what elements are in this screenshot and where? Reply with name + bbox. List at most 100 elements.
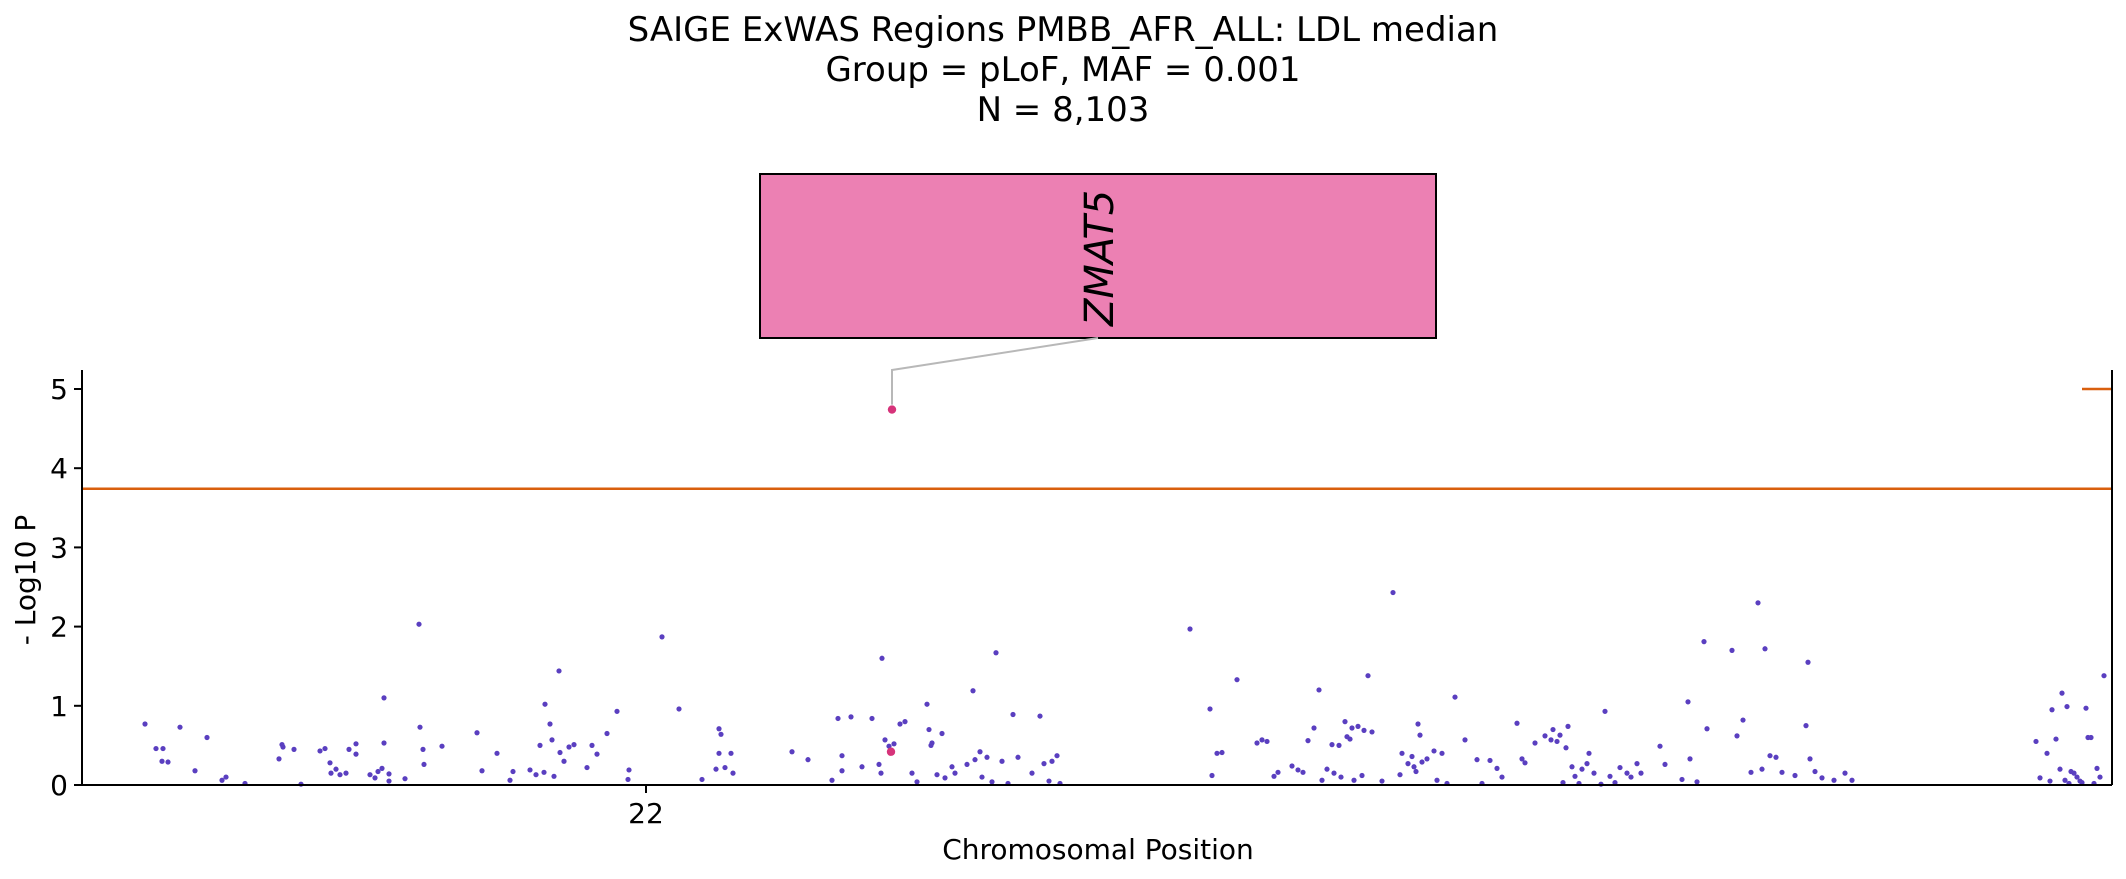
data-point — [1324, 766, 1330, 772]
data-point — [805, 757, 811, 763]
data-point — [1474, 757, 1480, 763]
data-point — [926, 726, 932, 733]
data-point — [1275, 769, 1281, 775]
data-point — [699, 776, 705, 783]
data-point — [1431, 748, 1437, 754]
data-point — [713, 766, 719, 772]
data-point — [1617, 764, 1623, 771]
data-point — [949, 764, 955, 770]
data-point — [386, 778, 392, 784]
data-point — [219, 777, 225, 783]
data-point — [1612, 780, 1618, 786]
data-point — [614, 708, 620, 714]
data-point — [1607, 773, 1613, 779]
data-point — [1010, 711, 1016, 718]
data-point — [533, 772, 539, 778]
data-point — [1254, 740, 1260, 746]
data-point — [1041, 761, 1047, 767]
highlight-point — [887, 405, 897, 414]
data-point — [2053, 736, 2059, 742]
data-point — [1319, 777, 1325, 783]
data-point — [1657, 743, 1663, 749]
data-point — [276, 756, 282, 762]
x-tick-label: 22 — [628, 797, 664, 830]
data-point — [2088, 734, 2094, 741]
gene-label-box — [759, 173, 1437, 339]
data-point — [1591, 770, 1597, 776]
data-point — [1234, 677, 1240, 683]
data-point — [1812, 768, 1818, 775]
data-point — [159, 758, 165, 764]
y-tick-label: 4 — [50, 452, 68, 485]
data-point — [989, 779, 995, 785]
data-point — [972, 757, 978, 763]
data-point — [999, 758, 1005, 764]
data-point — [839, 753, 845, 759]
data-point — [1694, 779, 1700, 785]
plot-area: 0 1 2 3 4 5 22 — [50, 370, 2113, 830]
data-point — [1734, 733, 1740, 739]
data-point — [1359, 772, 1365, 779]
data-point — [2094, 765, 2100, 771]
data-point — [2079, 780, 2085, 786]
data-point — [993, 650, 999, 656]
data-point — [353, 751, 359, 757]
data-point — [386, 771, 392, 777]
gene-label: ZMAT5 — [1077, 190, 1123, 327]
y-tick-label: 2 — [50, 611, 68, 644]
data-point — [1584, 761, 1590, 767]
data-point — [626, 767, 632, 773]
data-point — [1624, 770, 1630, 776]
data-point — [1264, 738, 1270, 745]
data-point — [416, 621, 422, 627]
data-point — [542, 701, 548, 707]
data-point — [556, 668, 562, 674]
data-point — [984, 754, 990, 760]
data-point — [1586, 750, 1592, 756]
data-point — [1565, 723, 1571, 729]
data-point — [1519, 756, 1525, 762]
data-point — [192, 768, 198, 774]
data-point — [1271, 773, 1277, 779]
data-point — [333, 766, 339, 772]
data-point — [1289, 763, 1295, 769]
data-point — [494, 750, 500, 756]
data-point — [1685, 699, 1691, 705]
data-point — [928, 742, 934, 749]
data-point — [1349, 725, 1355, 731]
data-point — [718, 731, 724, 737]
data-point — [1729, 647, 1735, 653]
data-point — [2101, 673, 2107, 679]
data-point — [2037, 775, 2043, 781]
data-point — [223, 774, 229, 780]
data-point — [1849, 777, 1855, 783]
data-point — [280, 744, 286, 750]
data-point — [1792, 772, 1798, 779]
data-point — [1554, 738, 1560, 745]
data-point — [421, 761, 427, 768]
data-point — [2047, 778, 2053, 784]
data-point — [2083, 705, 2089, 711]
data-point — [474, 730, 480, 736]
data-point — [869, 715, 875, 722]
data-point — [2071, 770, 2077, 776]
data-point — [1831, 777, 1837, 783]
data-point — [891, 741, 897, 747]
data-point — [1355, 723, 1361, 729]
annotation-connector — [891, 337, 1099, 405]
data-point — [541, 769, 547, 775]
y-tick-label: 3 — [50, 531, 68, 564]
data-point — [2033, 738, 2039, 745]
data-point — [716, 750, 722, 756]
data-point — [507, 777, 513, 783]
data-point — [1499, 774, 1505, 780]
data-point — [964, 761, 970, 768]
data-point — [1748, 769, 1754, 775]
data-point — [537, 742, 543, 749]
data-point — [1634, 761, 1640, 767]
data-point — [1417, 732, 1423, 738]
data-point — [549, 737, 555, 743]
data-point — [1187, 626, 1193, 632]
data-point — [848, 714, 854, 720]
data-point — [1687, 756, 1693, 762]
